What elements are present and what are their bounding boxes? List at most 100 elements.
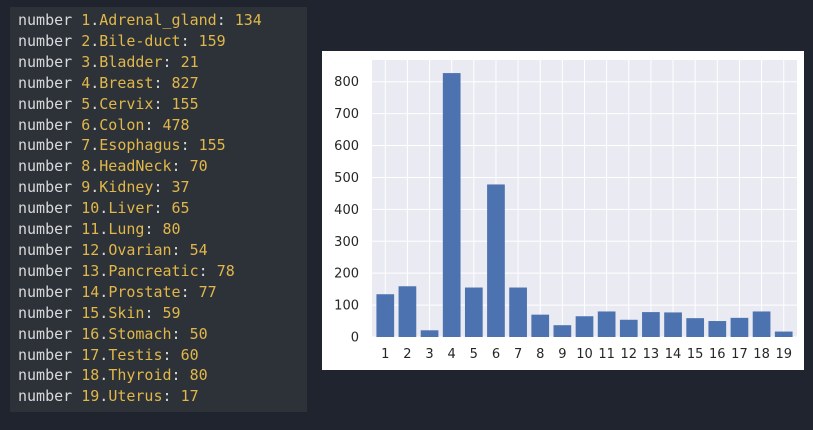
output-index: 14 bbox=[81, 282, 100, 301]
output-index: 7 bbox=[81, 136, 91, 155]
output-line: number 6.Colon: 478 bbox=[18, 115, 190, 134]
output-name: Ovarian bbox=[108, 240, 172, 259]
output-index: 6 bbox=[81, 115, 91, 134]
output-line: number 16.Stomach: 50 bbox=[18, 324, 208, 343]
x-tick-label: 12 bbox=[620, 347, 637, 362]
bar-19 bbox=[774, 331, 793, 337]
output-prefix: number bbox=[18, 387, 73, 406]
output-prefix: number bbox=[18, 366, 73, 385]
output-line: number 5.Cervix: 155 bbox=[18, 94, 199, 113]
bar-6 bbox=[487, 184, 505, 337]
bar-18 bbox=[752, 311, 771, 337]
output-line: number 10.Liver: 65 bbox=[18, 199, 190, 218]
x-tick-label: 14 bbox=[665, 347, 682, 362]
x-tick-label: 7 bbox=[514, 347, 522, 362]
output-line: number 9.Kidney: 37 bbox=[18, 178, 190, 197]
output-line: number 17.Testis: 60 bbox=[18, 345, 199, 364]
output-index: 5 bbox=[81, 94, 91, 113]
output-name: Breast bbox=[99, 73, 154, 92]
output-line: number 18.Thyroid: 80 bbox=[18, 366, 208, 385]
output-count: 827 bbox=[171, 73, 199, 92]
output-name: Stomach bbox=[108, 324, 172, 343]
output-name: Thyroid bbox=[108, 366, 172, 385]
output-index: 12 bbox=[81, 240, 100, 259]
output-prefix: number bbox=[18, 52, 73, 71]
output-prefix: number bbox=[18, 199, 73, 218]
output-name: Cervix bbox=[99, 94, 154, 113]
output-index: 8 bbox=[81, 157, 91, 176]
y-tick-label: 500 bbox=[334, 171, 359, 186]
x-tick-label: 3 bbox=[425, 347, 433, 362]
output-prefix: number bbox=[18, 136, 73, 155]
output-prefix: number bbox=[18, 345, 73, 364]
y-tick-label: 200 bbox=[334, 267, 359, 282]
output-line: number 8.HeadNeck: 70 bbox=[18, 157, 208, 176]
bar-11 bbox=[597, 311, 616, 337]
output-line: number 15.Skin: 59 bbox=[18, 303, 181, 322]
output-prefix: number bbox=[18, 94, 73, 113]
x-tick-label: 17 bbox=[731, 347, 748, 362]
x-tick-label: 6 bbox=[492, 347, 500, 362]
output-count: 80 bbox=[162, 220, 181, 239]
y-tick-label: 100 bbox=[334, 299, 359, 314]
output-index: 10 bbox=[81, 199, 100, 218]
output-name: Skin bbox=[108, 303, 145, 322]
output-index: 3 bbox=[81, 52, 91, 71]
y-tick-label: 400 bbox=[334, 203, 359, 218]
output-count: 37 bbox=[171, 178, 190, 197]
x-tick-label: 4 bbox=[448, 347, 456, 362]
output-name: Esophagus bbox=[99, 136, 181, 155]
x-tick-label: 11 bbox=[598, 347, 615, 362]
output-line: number 1.Adrenal_gland: 134 bbox=[18, 11, 262, 29]
output-prefix: number bbox=[18, 324, 73, 343]
output-name: Lung bbox=[108, 220, 145, 239]
output-prefix: number bbox=[18, 157, 73, 176]
output-count: 159 bbox=[198, 31, 226, 50]
bar-3 bbox=[420, 330, 439, 337]
bar-5 bbox=[464, 287, 483, 337]
x-tick-label: 18 bbox=[753, 347, 770, 362]
output-name: HeadNeck bbox=[99, 157, 172, 176]
output-count: 17 bbox=[180, 387, 199, 406]
output-count: 70 bbox=[189, 157, 208, 176]
output-prefix: number bbox=[18, 11, 73, 29]
output-prefix: number bbox=[18, 261, 73, 280]
bar-8 bbox=[531, 314, 550, 337]
bar-17 bbox=[730, 317, 749, 337]
output-index: 15 bbox=[81, 303, 100, 322]
output-prefix: number bbox=[18, 240, 73, 259]
output-count: 77 bbox=[198, 282, 217, 301]
output-index: 9 bbox=[81, 178, 91, 197]
x-tick-label: 8 bbox=[536, 347, 544, 362]
bar-10 bbox=[575, 316, 594, 337]
x-tick-label: 2 bbox=[403, 347, 411, 362]
y-tick-label: 600 bbox=[334, 139, 359, 154]
bar-1 bbox=[376, 294, 395, 337]
output-index: 18 bbox=[81, 366, 100, 385]
output-count: 65 bbox=[171, 199, 190, 218]
output-name: Uterus bbox=[108, 387, 163, 406]
output-name: Adrenal_gland bbox=[99, 11, 217, 29]
output-line: number 11.Lung: 80 bbox=[18, 220, 181, 239]
output-line: number 12.Ovarian: 54 bbox=[18, 240, 208, 259]
output-line: number 3.Bladder: 21 bbox=[18, 52, 199, 71]
output-count: 54 bbox=[189, 240, 208, 259]
output-line: number 19.Uterus: 17 bbox=[18, 387, 199, 406]
output-count: 155 bbox=[171, 94, 199, 113]
output-count: 60 bbox=[180, 345, 199, 364]
x-tick-label: 5 bbox=[470, 347, 478, 362]
bar-12 bbox=[619, 319, 638, 337]
output-prefix: number bbox=[18, 31, 73, 50]
y-tick-label: 800 bbox=[334, 75, 359, 90]
output-count: 155 bbox=[198, 136, 226, 155]
output-prefix: number bbox=[18, 73, 73, 92]
output-prefix: number bbox=[18, 282, 73, 301]
output-prefix: number bbox=[18, 303, 73, 322]
output-name: Bladder bbox=[99, 52, 163, 71]
output-name: Liver bbox=[108, 199, 154, 218]
output-index: 1 bbox=[81, 11, 91, 29]
output-prefix: number bbox=[18, 178, 73, 197]
output-index: 11 bbox=[81, 220, 100, 239]
bar-16 bbox=[708, 321, 727, 337]
